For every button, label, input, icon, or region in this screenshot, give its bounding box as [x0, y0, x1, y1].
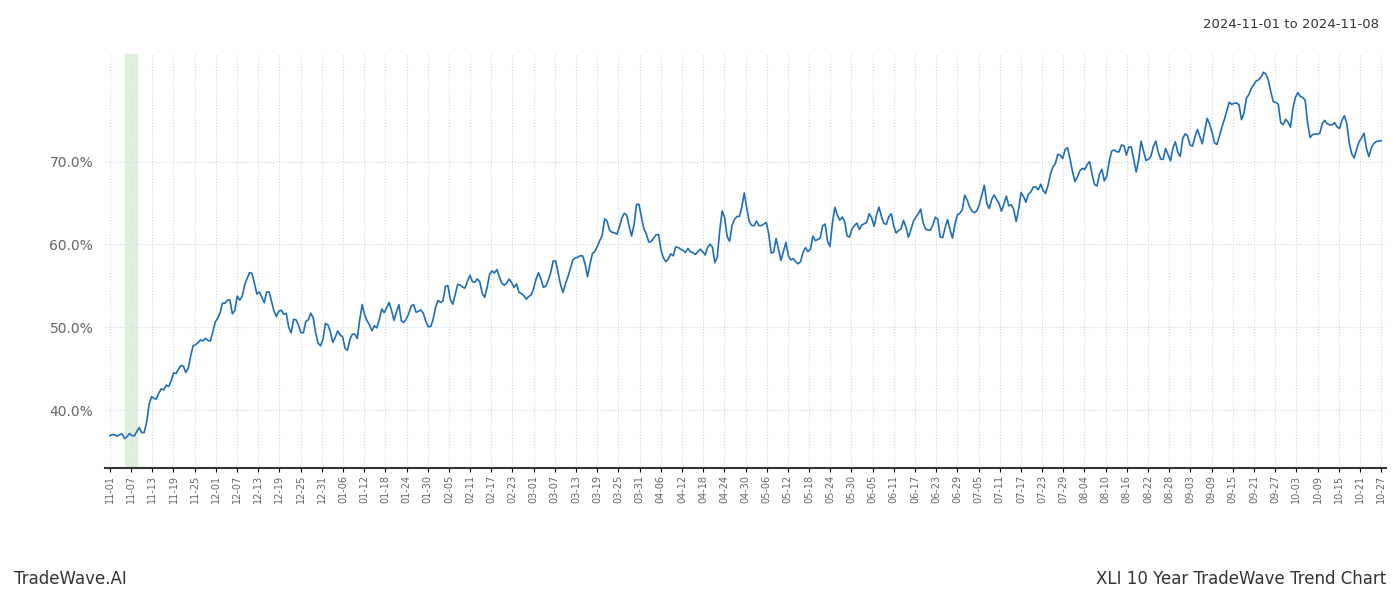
Bar	[125, 54, 137, 468]
Text: 2024-11-01 to 2024-11-08: 2024-11-01 to 2024-11-08	[1203, 18, 1379, 31]
Text: XLI 10 Year TradeWave Trend Chart: XLI 10 Year TradeWave Trend Chart	[1096, 570, 1386, 588]
Text: TradeWave.AI: TradeWave.AI	[14, 570, 127, 588]
